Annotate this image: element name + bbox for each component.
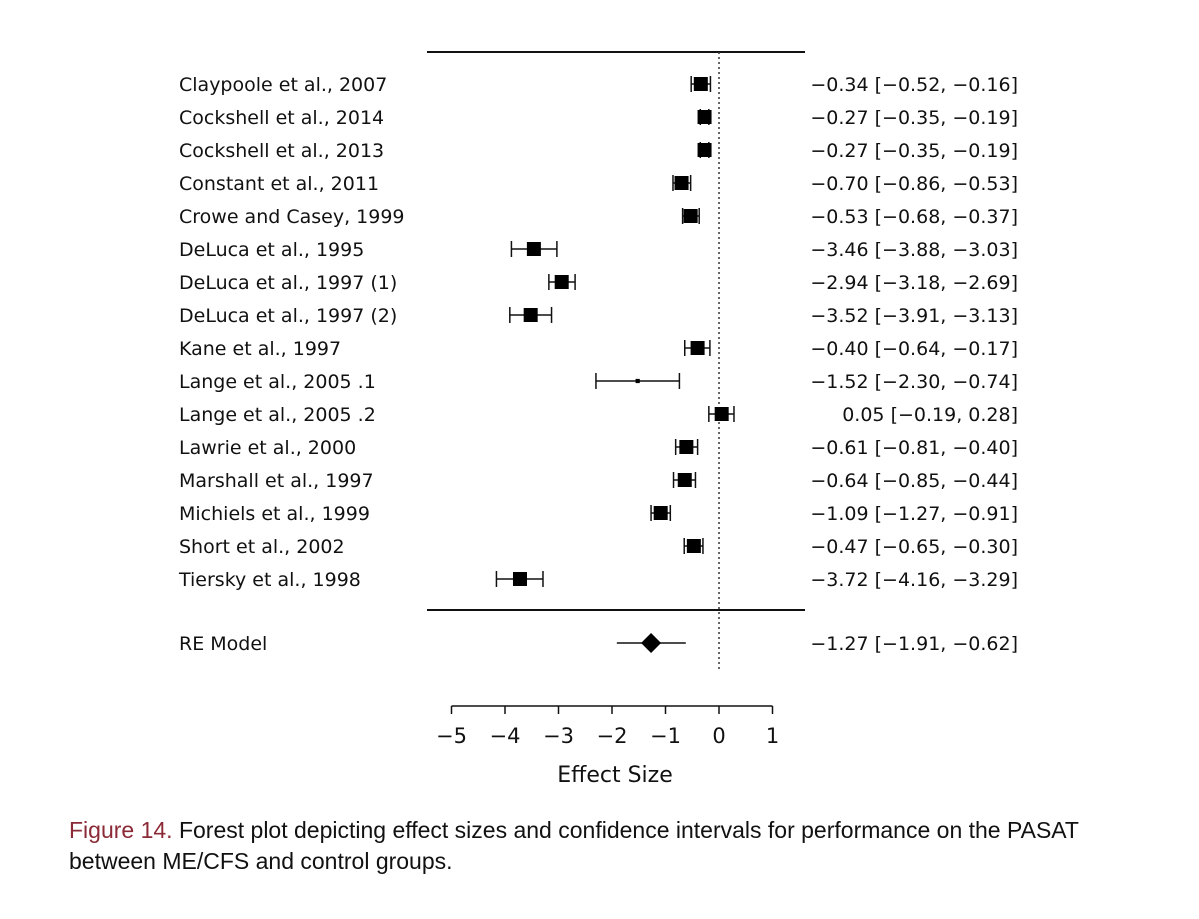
figure-caption: Figure 14. Forest plot depicting effect … [69,815,1159,877]
study-label: Marshall et al., 1997 [179,470,374,492]
study-ci-label: −2.94 [−3.18, −2.69] [810,272,1018,294]
study-label: Kane et al., 1997 [179,338,341,360]
summary-diamond [641,633,662,653]
study-ci-label: −0.27 [−0.35, −0.19] [810,140,1018,162]
study-label: DeLuca et al., 1997 (2) [179,305,397,327]
effect-marker [686,539,701,553]
study-row: Crowe and Casey, 1999 −0.53 [−0.68, −0.37… [179,206,1018,228]
study-ci-label: −0.27 [−0.35, −0.19] [810,107,1018,129]
effect-marker [653,506,668,520]
study-label: Claypoole et al., 2007 [179,74,387,96]
effect-marker [674,176,689,190]
study-row: Cockshell et al., 2013 −0.27 [−0.35, −0.1… [179,140,1018,162]
x-tick-label: −5 [436,724,467,748]
study-row: Lange et al., 2005 .2 0.05 [−0.19, 0.28] [179,404,1018,426]
effect-marker [512,572,527,586]
study-row: Claypoole et al., 2007 −0.34 [−0.52, −0.1… [179,74,1018,96]
study-ci-label: −0.34 [−0.52, −0.16] [810,74,1018,96]
x-axis: Effect Size −5 −4 −3 −2 −1 0 1 [436,705,779,788]
study-ci-label: −0.53 [−0.68, −0.37] [810,206,1018,228]
summary-label: RE Model [179,633,267,655]
study-row: Marshall et al., 1997 −0.64 [−0.85, −0.44… [179,470,1018,492]
study-ci-label: −1.52 [−2.30, −0.74] [810,371,1018,393]
study-label: DeLuca et al., 1995 [179,239,364,261]
study-ci-label: −0.64 [−0.85, −0.44] [810,470,1018,492]
study-label: DeLuca et al., 1997 (1) [179,272,397,294]
x-axis-title: Effect Size [557,763,672,788]
plot-frame [427,51,805,672]
effect-marker [693,77,708,91]
study-label: Cockshell et al., 2013 [179,140,384,162]
study-row: Short et al., 2002 −0.47 [−0.65, −0.30] [179,536,1018,558]
summary-ci-label: −1.27 [−1.91, −0.62] [810,633,1018,655]
x-tick-label: −4 [490,724,521,748]
effect-marker [697,143,712,157]
study-ci-label: −0.61 [−0.81, −0.40] [810,437,1018,459]
effect-marker [714,407,729,421]
effect-marker [635,378,640,384]
effect-marker [690,341,705,355]
study-label: Tiersky et al., 1998 [178,569,361,591]
study-row: Lawrie et al., 2000 −0.61 [−0.81, −0.40] [179,437,1018,459]
x-tick-label: 0 [712,724,725,748]
effect-marker [683,209,698,223]
effect-marker [677,473,692,487]
study-label: Lange et al., 2005 .2 [179,404,376,426]
effect-marker [554,275,569,289]
study-row: DeLuca et al., 1995 −3.46 [−3.88, −3.03] [179,239,1018,261]
study-label: Lange et al., 2005 .1 [179,371,376,393]
study-label: Cockshell et al., 2014 [179,107,384,129]
study-ci-label: −0.70 [−0.86, −0.53] [810,173,1018,195]
study-label: Short et al., 2002 [179,536,345,558]
summary-row: RE Model −1.27 [−1.91, −0.62] [179,633,1018,655]
x-tick-label: −1 [650,724,681,748]
study-ci-label: −3.72 [−4.16, −3.29] [810,569,1018,591]
effect-marker [523,308,538,322]
x-tick-label: −3 [543,724,574,748]
study-label: Michiels et al., 1999 [179,503,370,525]
study-row: Constant et al., 2011 −0.70 [−0.86, −0.53… [179,173,1018,195]
study-ci-label: −1.09 [−1.27, −0.91] [810,503,1018,525]
x-tick-label: 1 [766,724,779,748]
study-ci-label: −0.40 [−0.64, −0.17] [810,338,1018,360]
study-row: Cockshell et al., 2014 −0.27 [−0.35, −0.1… [179,107,1018,129]
study-label: Lawrie et al., 2000 [179,437,356,459]
study-rows: Claypoole et al., 2007 −0.34 [−0.52, −0.1… [178,74,1018,591]
study-row: DeLuca et al., 1997 (1) −2.94 [−3.18, −2.… [179,272,1018,294]
caption-text: Forest plot depicting effect sizes and c… [69,817,1079,874]
study-ci-label: 0.05 [−0.19, 0.28] [842,404,1018,426]
x-tick-label: −2 [597,724,628,748]
study-row: DeLuca et al., 1997 (2) −3.52 [−3.91, −3.… [179,305,1018,327]
study-row: Kane et al., 1997 −0.40 [−0.64, −0.17] [179,338,1018,360]
study-ci-label: −3.46 [−3.88, −3.03] [810,239,1018,261]
study-label: Crowe and Casey, 1999 [179,206,405,228]
effect-marker [526,242,541,256]
study-label: Constant et al., 2011 [179,173,379,195]
study-row: Tiersky et al., 1998 −3.72 [−4.16, −3.29] [178,569,1018,591]
study-ci-label: −0.47 [−0.65, −0.30] [810,536,1018,558]
figure-label: Figure 14. [69,817,173,843]
study-row: Lange et al., 2005 .1 −1.52 [−2.30, −0.74… [179,371,1018,393]
effect-marker [679,440,694,454]
study-ci-label: −3.52 [−3.91, −3.13] [810,305,1018,327]
effect-marker [697,110,712,124]
study-row: Michiels et al., 1999 −1.09 [−1.27, −0.91… [179,503,1018,525]
